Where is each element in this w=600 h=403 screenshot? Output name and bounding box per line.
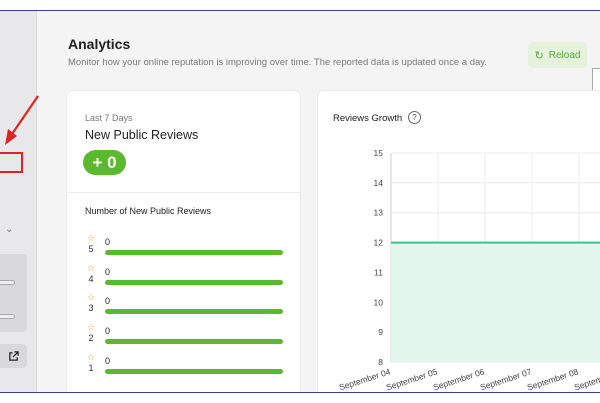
- rating-row: ☆ 1 0: [85, 353, 290, 381]
- ratings-title: Number of New Public Reviews: [85, 206, 212, 216]
- y-tick-label: 10: [374, 297, 384, 307]
- metric-value-badge: + 0: [83, 150, 126, 175]
- rating-count: 0: [105, 296, 111, 306]
- rating-count: 0: [105, 237, 111, 247]
- app-frame: ⌄ Analytics Monitor how your online repu…: [0, 10, 600, 393]
- x-tick-label: September 06: [432, 366, 486, 392]
- sidebar: ⌄: [0, 11, 37, 392]
- rating-bar: [105, 369, 283, 374]
- period-label: Last 7 Days: [85, 113, 133, 123]
- external-link-icon[interactable]: [0, 344, 27, 368]
- rating-count: 0: [105, 326, 111, 336]
- page-subtitle: Monitor how your online reputation is im…: [68, 57, 487, 68]
- x-tick-label: September 05: [385, 366, 439, 392]
- series-area: [391, 242, 600, 362]
- rating-bar: [105, 309, 283, 314]
- star-count-label: 5: [88, 244, 94, 254]
- page-title: Analytics: [68, 36, 131, 52]
- sidebar-toggle[interactable]: [0, 314, 15, 319]
- y-tick-label: 12: [374, 238, 384, 248]
- reload-label: Reload: [548, 49, 581, 61]
- new-reviews-card: Last 7 Days New Public Reviews + 0 Numbe…: [67, 91, 300, 392]
- highlight-box: [0, 152, 23, 173]
- rating-count: 0: [105, 356, 111, 366]
- rating-bar: [105, 339, 283, 344]
- refresh-icon: ↻: [534, 49, 544, 62]
- x-tick-label: September 04: [338, 366, 392, 392]
- reload-button[interactable]: ↻ Reload: [528, 42, 587, 68]
- rating-row: ☆ 5 0: [85, 234, 290, 262]
- x-tick-label: September 07: [479, 366, 533, 392]
- star-count-label: 1: [88, 363, 94, 373]
- star-outline-icon: ☆: [86, 264, 96, 274]
- sidebar-panel: [0, 254, 27, 332]
- star-outline-icon: ☆: [86, 234, 96, 244]
- rating-row: ☆ 4 0: [85, 264, 290, 292]
- rating-bar: [105, 280, 283, 285]
- star-outline-icon: ☆: [86, 293, 96, 303]
- y-tick-label: 13: [374, 208, 384, 218]
- reviews-growth-card: Reviews Growth ? 8 9 10 11 12 13 14 15 September…: [318, 91, 600, 392]
- main-content: Analytics Monitor how your online reputa…: [37, 11, 600, 392]
- rating-count: 0: [105, 267, 111, 277]
- star-count-label: 3: [88, 303, 94, 313]
- chevron-down-icon[interactable]: ⌄: [5, 224, 14, 235]
- y-tick-label: 14: [374, 178, 384, 188]
- star-outline-icon: ☆: [86, 323, 96, 333]
- star-outline-icon: ☆: [86, 353, 96, 363]
- x-tick-label: September 08: [526, 366, 580, 392]
- star-count-label: 4: [88, 274, 94, 284]
- sidebar-toggle[interactable]: [0, 280, 15, 285]
- metric-label: New Public Reviews: [85, 128, 199, 142]
- star-count-label: 2: [88, 333, 94, 343]
- y-tick-label: 8: [378, 357, 383, 367]
- chart-title: Reviews Growth: [333, 113, 403, 124]
- rating-row: ☆ 3 0: [85, 293, 290, 321]
- y-tick-label: 11: [374, 267, 383, 277]
- y-tick-label: 9: [378, 327, 383, 337]
- rating-bar: [105, 250, 283, 255]
- divider: [67, 192, 300, 193]
- rating-row: ☆ 2 0: [85, 323, 290, 351]
- question-circle-icon[interactable]: ?: [408, 111, 421, 124]
- y-tick-label: 15: [374, 148, 384, 158]
